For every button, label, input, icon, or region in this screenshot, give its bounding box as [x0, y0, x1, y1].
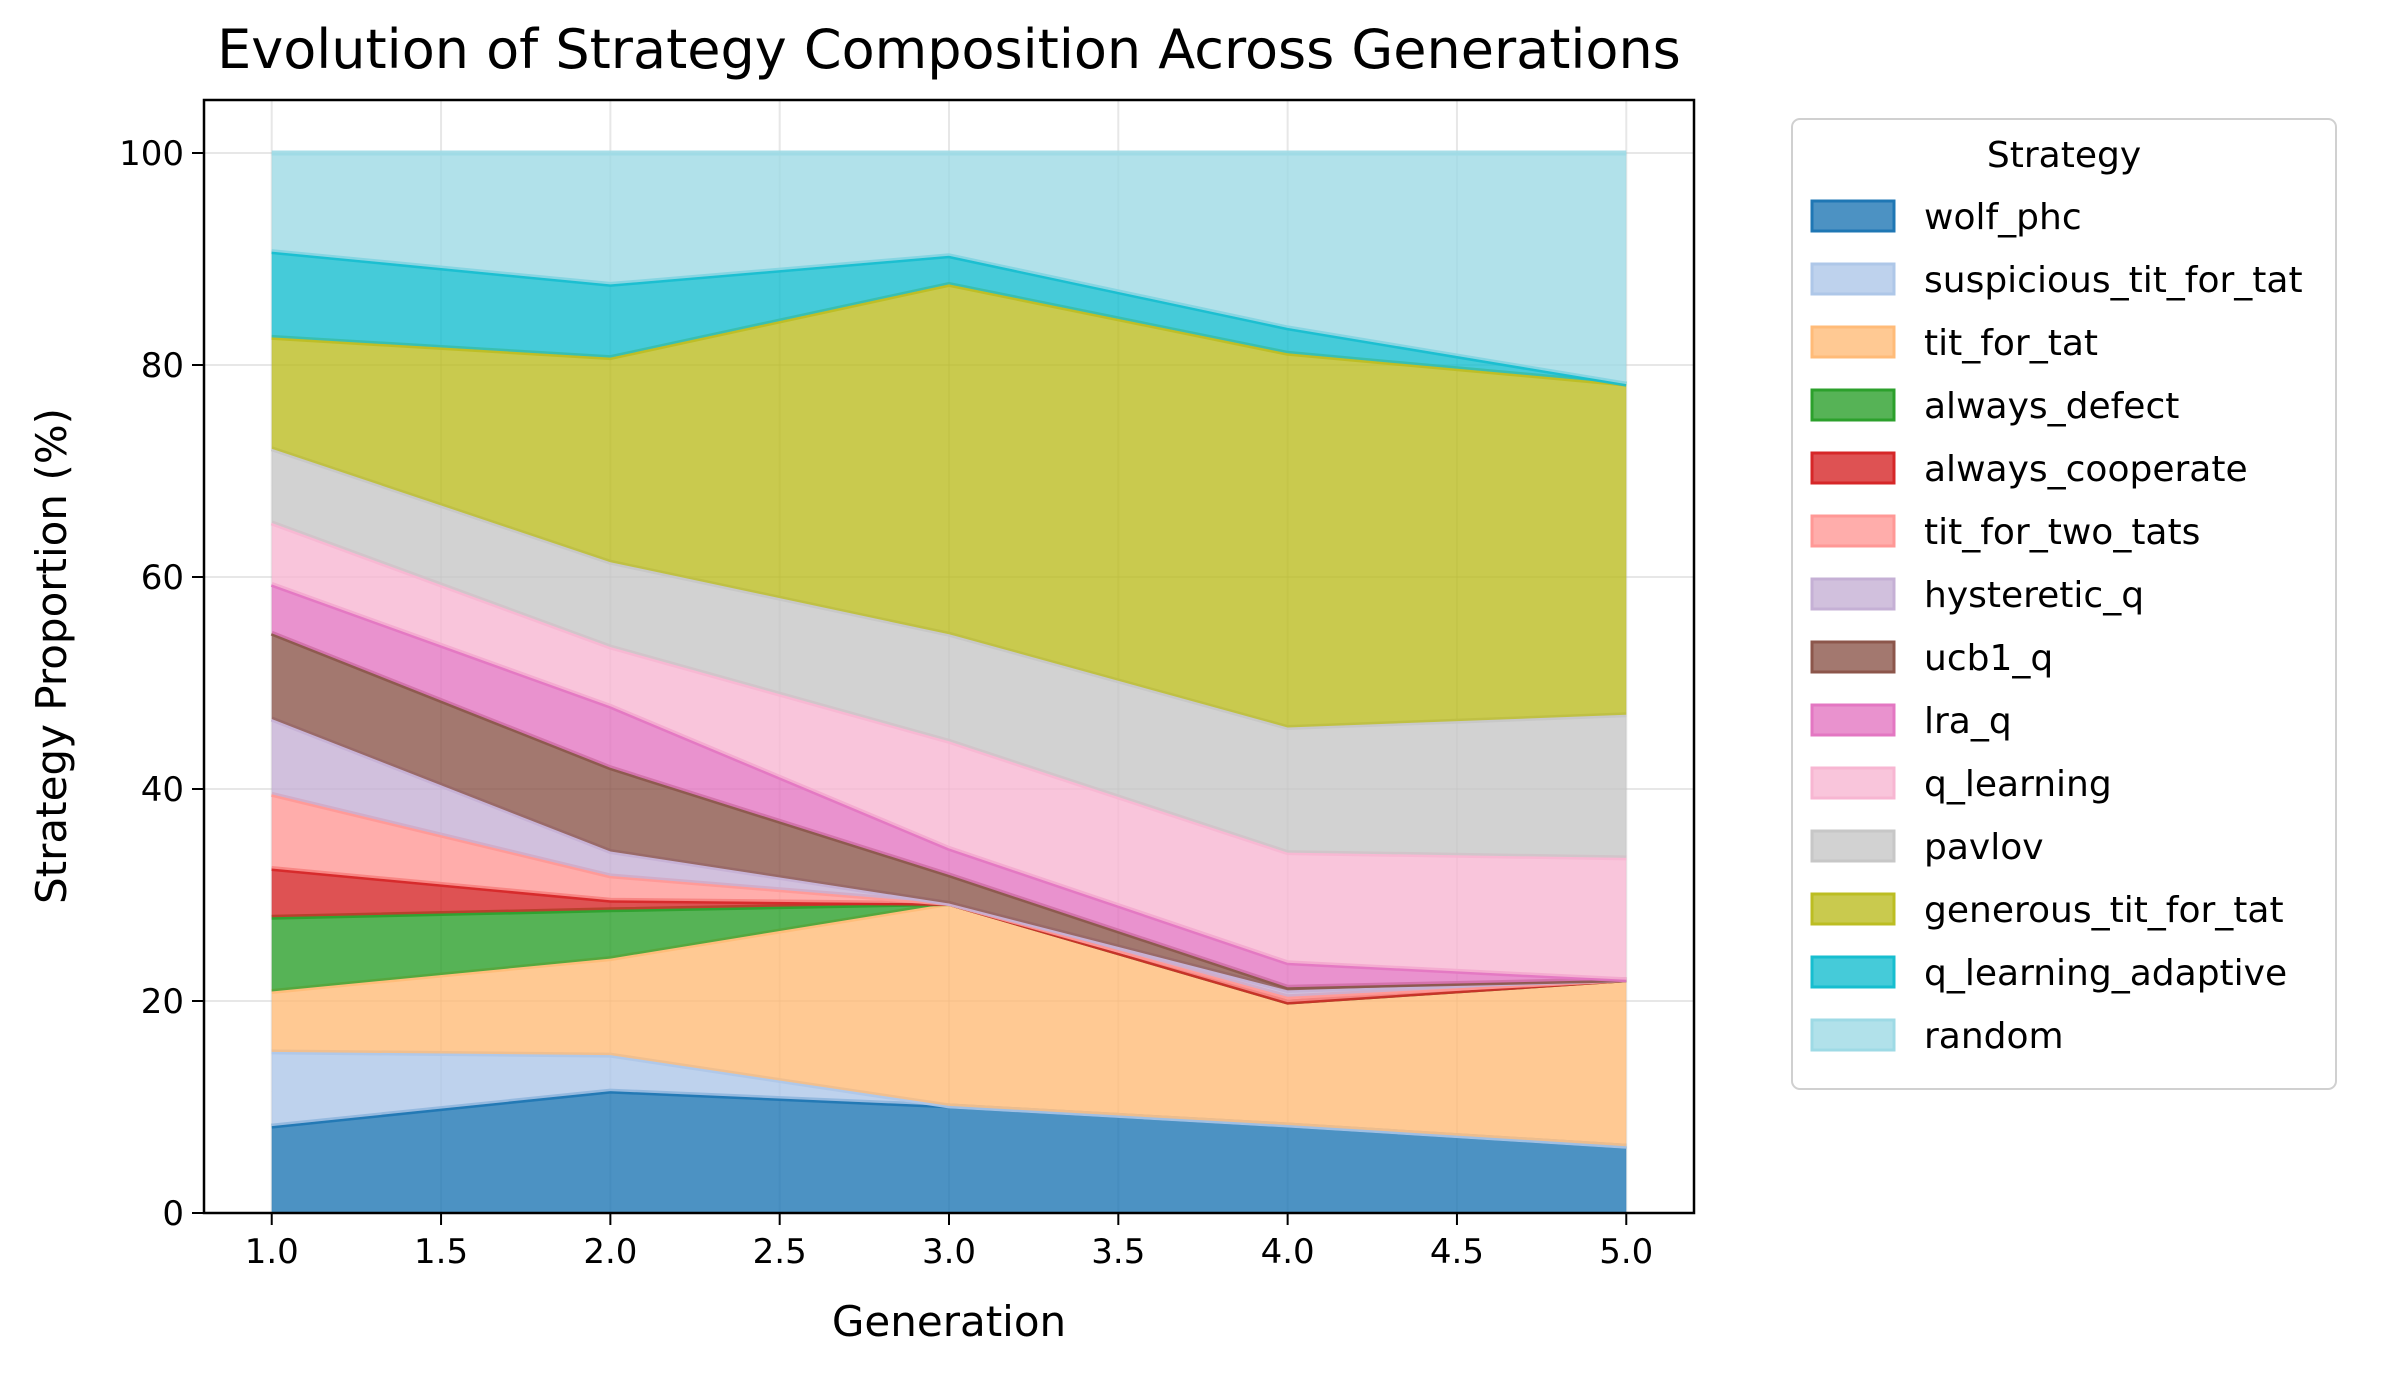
legend-title: Strategy: [1987, 135, 2141, 176]
legend-swatch: [1810, 640, 1896, 674]
area-ucb1-q: [271, 633, 1627, 991]
legend-swatch: [1810, 892, 1896, 926]
area-suspicious-tit-for-tat: [271, 1051, 1627, 1147]
legend-label: ucb1_q: [1924, 638, 2053, 679]
legend-label: always_cooperate: [1924, 449, 2248, 490]
x-tick-label: 1.0: [245, 1232, 299, 1272]
legend-swatch: [1810, 325, 1896, 359]
x-tick-label: 4.5: [1430, 1232, 1484, 1272]
legend-label: hysteretic_q: [1924, 575, 2144, 616]
area-q-learning: [271, 522, 1627, 980]
legend-label: generous_tit_for_tat: [1924, 890, 2284, 931]
legend-label: wolf_phc: [1924, 197, 2082, 238]
x-axis-ticks: 1.0 1.5 2.0 2.5 3.0 3.5 4.0 4.5 5.0: [245, 1213, 1653, 1272]
x-tick-label: 4.0: [1261, 1232, 1315, 1272]
legend-swatch: [1810, 388, 1896, 422]
x-axis-label: Generation: [832, 1297, 1066, 1346]
x-tick-label: 1.5: [414, 1232, 468, 1272]
y-tick-label: 60: [141, 558, 184, 598]
legend-swatch: [1810, 514, 1896, 548]
legend-label: pavlov: [1924, 827, 2044, 868]
legend-swatch: [1810, 829, 1896, 863]
area-wolf-phc: [271, 1091, 1627, 1213]
legend: Strategy wolf_phc suspicious_tit_for_tatt…: [1791, 118, 2337, 1090]
area-hysteretic-q: [271, 719, 1627, 997]
legend-label: q_learning_adaptive: [1924, 953, 2287, 994]
legend-label: suspicious_tit_for_tat: [1924, 260, 2303, 301]
y-axis-ticks: 0 20 40 60 80 100: [119, 134, 204, 1234]
area-always-defect: [271, 903, 1627, 1003]
area-tit-for-tat: [271, 903, 1627, 1147]
legend-swatch: [1810, 703, 1896, 737]
x-tick-label: 3.5: [1091, 1232, 1145, 1272]
chart-title: Evolution of Strategy Composition Across…: [217, 18, 1681, 81]
legend-frame: [1791, 118, 2337, 1090]
legend-swatch: [1810, 577, 1896, 611]
legend-swatch: [1810, 955, 1896, 989]
y-tick-label: 0: [162, 1194, 184, 1234]
legend-swatch: [1810, 262, 1896, 296]
area-random: [271, 153, 1627, 385]
legend-swatch: [1810, 1018, 1896, 1052]
legend-label: tit_for_tat: [1924, 323, 2098, 364]
legend-swatch: [1810, 766, 1896, 800]
plot-frame: [202, 98, 1696, 1215]
area-series: [270, 150, 1627, 1213]
legend-label: random: [1924, 1016, 2064, 1057]
x-tick-label: 2.0: [583, 1232, 637, 1272]
legend-items: wolf_phc suspicious_tit_for_tat tit_for_ta…: [1810, 197, 2303, 1057]
y-tick-label: 20: [141, 982, 184, 1022]
legend-label: always_defect: [1924, 386, 2179, 427]
legend-swatch: [1810, 451, 1896, 485]
legend-swatch: [1810, 199, 1896, 233]
legend-label: lra_q: [1924, 701, 2012, 742]
y-axis-label: Strategy Proportion (%): [27, 408, 76, 904]
x-tick-label: 3.0: [922, 1232, 976, 1272]
legend-label: q_learning: [1924, 764, 2112, 805]
area-pavlov: [271, 448, 1627, 858]
y-tick-label: 100: [119, 134, 184, 174]
x-tick-label: 2.5: [753, 1232, 807, 1272]
legend-label: tit_for_two_tats: [1924, 512, 2200, 553]
area-generous-tit-for-tat: [271, 284, 1627, 728]
y-tick-label: 40: [141, 770, 184, 810]
y-tick-label: 80: [141, 346, 184, 386]
x-tick-label: 5.0: [1599, 1232, 1653, 1272]
